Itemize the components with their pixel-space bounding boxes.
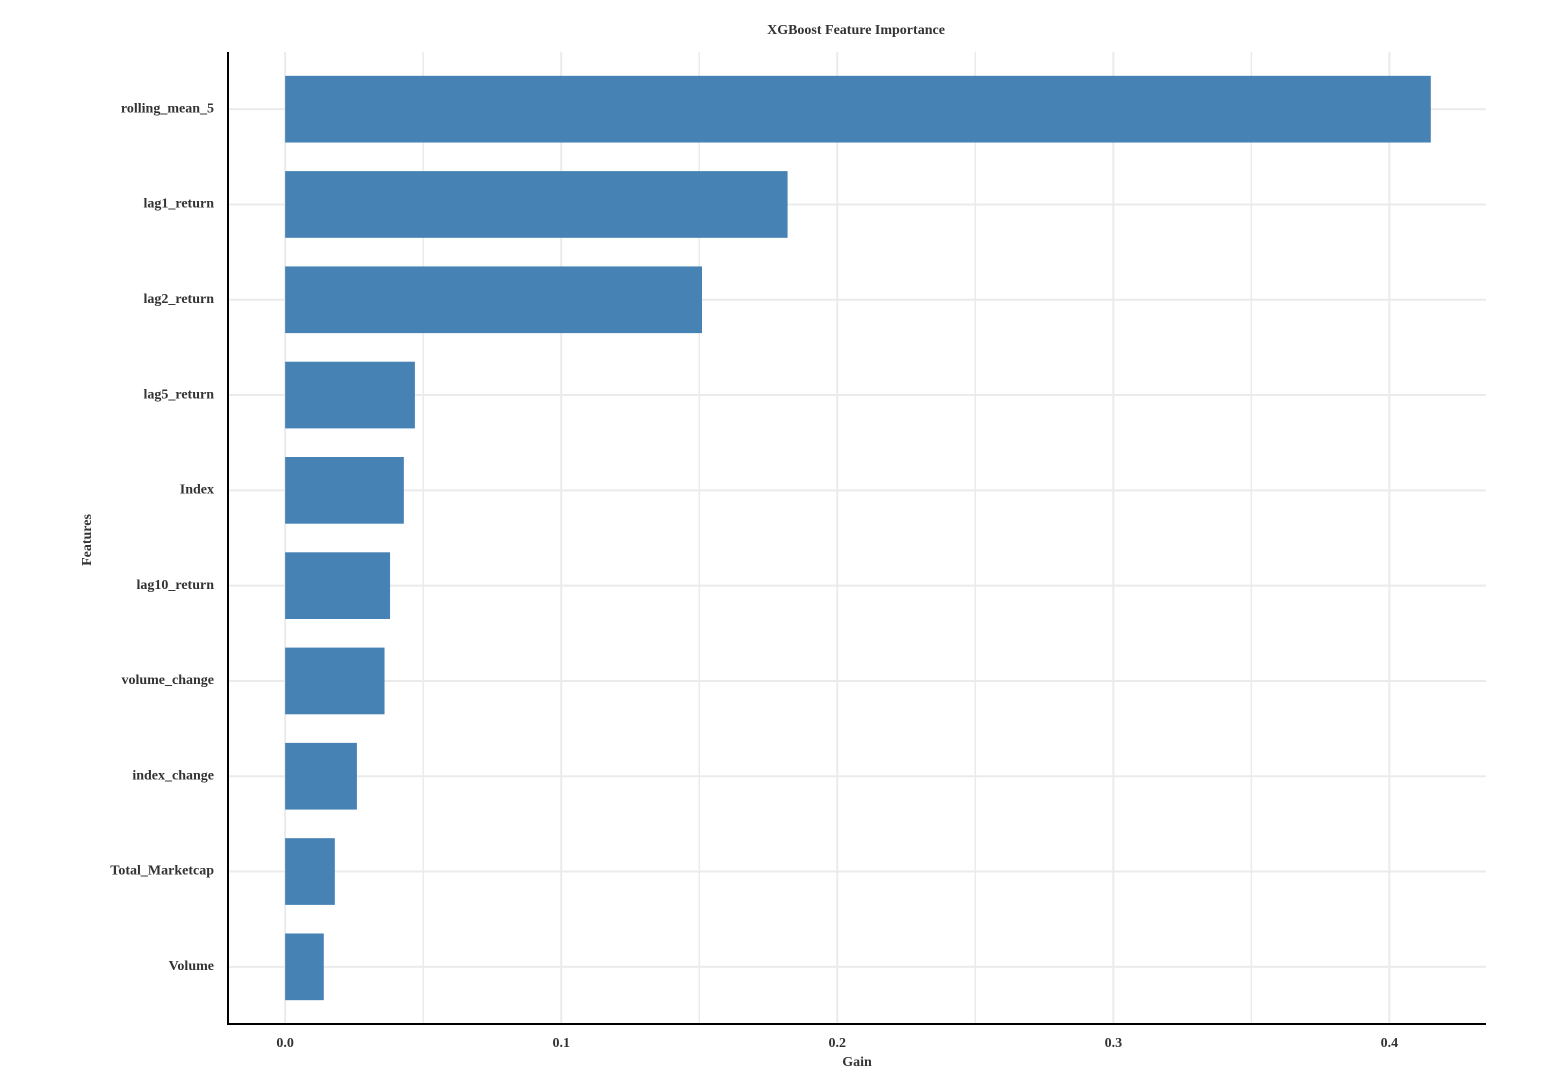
bar	[285, 933, 324, 1001]
bar	[285, 742, 357, 810]
bar	[285, 552, 391, 619]
bar	[285, 838, 335, 905]
bar	[285, 266, 702, 334]
y-tick-label: lag5_return	[143, 387, 214, 402]
y-tick-label: lag10_return	[136, 578, 214, 593]
y-tick-label: volume_change	[121, 673, 214, 688]
y-tick-label: lag1_return	[143, 197, 214, 212]
x-tick-label: 0.2	[829, 1036, 847, 1051]
x-tick-label: 0.0	[276, 1036, 294, 1051]
bar	[285, 457, 404, 524]
x-tick-label: 0.4	[1381, 1036, 1399, 1051]
y-axis-label: Features	[80, 514, 95, 566]
y-tick-label: Total_Marketcap	[110, 864, 214, 879]
bar	[285, 171, 788, 238]
y-tick-label: lag2_return	[143, 292, 214, 307]
y-tick-label: Volume	[169, 959, 214, 974]
x-tick-label: 0.1	[552, 1036, 570, 1051]
chart-title: XGBoost Feature Importance	[767, 23, 945, 38]
bar	[285, 75, 1431, 143]
x-axis-label: Gain	[842, 1055, 872, 1070]
y-tick-label: Index	[180, 483, 214, 498]
y-tick-label: index_change	[132, 768, 214, 783]
bar	[285, 361, 415, 429]
bar	[285, 647, 385, 715]
y-tick-label: rolling_mean_5	[121, 101, 214, 116]
x-tick-label: 0.3	[1105, 1036, 1123, 1051]
